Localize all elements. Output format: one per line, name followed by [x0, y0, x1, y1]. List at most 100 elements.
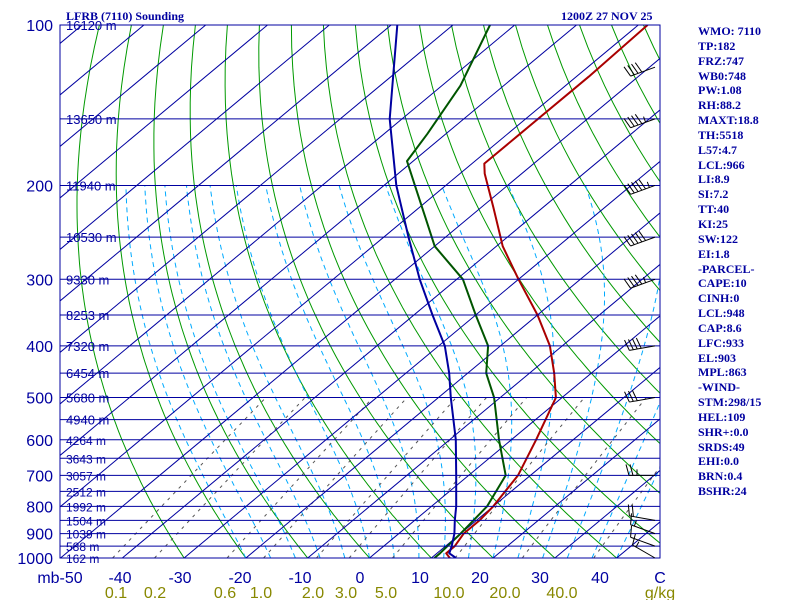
- dry-adiabat: [772, 25, 800, 558]
- moist-adiabat: [566, 274, 660, 558]
- wind-barb-shaft: [630, 118, 656, 129]
- wind-barb-flag: [631, 182, 639, 192]
- wind-barb-flag: [631, 533, 636, 546]
- mixing-ratio-label: 0.6: [214, 585, 236, 600]
- index-item: PW:1.08: [698, 83, 742, 98]
- wind-barb-flag: [631, 115, 639, 126]
- moist-adiabat: [542, 185, 605, 558]
- wind-barb: [630, 513, 656, 535]
- wind-barb-flag: [623, 118, 631, 129]
- wind-barb-flag: [623, 278, 631, 289]
- wind-barb-shaft: [630, 536, 656, 547]
- moist-adiabat: [144, 185, 272, 558]
- pressure-tick-label: 900: [26, 527, 53, 544]
- index-item: MPL:863: [698, 365, 747, 380]
- isotherm: [60, 25, 454, 354]
- mixing-ratio-label: 0.1: [105, 585, 127, 600]
- wind-barb-shaft: [629, 345, 656, 351]
- index-item: MAXT:18.8: [698, 113, 759, 128]
- temperature-tick-label: 30: [531, 570, 549, 587]
- dry-adiabat: [579, 25, 660, 183]
- isotherm: [430, 366, 660, 558]
- isotherm: [60, 25, 392, 302]
- wind-barb-flag: [634, 232, 643, 243]
- wind-barb-half-flag: [643, 276, 647, 283]
- index-item: BSHR:24: [698, 484, 747, 499]
- wind-barbs: [623, 62, 656, 559]
- isotherm: [60, 25, 207, 148]
- moist-adiabat: [385, 185, 477, 558]
- wind-barb-flag: [627, 183, 635, 194]
- isotherm: [60, 25, 516, 405]
- mixing-ratio-label: 1.0: [250, 585, 272, 600]
- mixing-ratio-label: 3.0: [335, 585, 357, 600]
- index-item: CAPE:10: [698, 276, 747, 291]
- wind-barb-half-flag: [646, 181, 650, 188]
- moist-adiabat: [235, 185, 370, 558]
- pressure-tick-label: 600: [26, 433, 53, 450]
- moist-adiabat: [125, 185, 247, 558]
- wind-barb-flag: [634, 180, 643, 191]
- mixing-ratio-line: [348, 397, 487, 558]
- wind-barb-flag: [629, 464, 634, 476]
- isotherm: [60, 25, 268, 199]
- wind-barb-flag: [634, 114, 643, 124]
- temperature-tick-label: C: [654, 570, 666, 587]
- index-item: LFC:933: [698, 335, 744, 350]
- index-item: SI:7.2: [698, 187, 729, 202]
- dry-adiabat: [153, 25, 309, 558]
- chart-title: LFRB (7110) Sounding: [66, 9, 185, 23]
- wind-barb-flag: [624, 339, 630, 351]
- wind-barb: [624, 390, 656, 403]
- wind-barb-flag: [623, 66, 631, 77]
- dewpoint-trace: [406, 25, 507, 558]
- temperature-trace: [445, 25, 649, 558]
- isotherm: [369, 315, 660, 558]
- height-label: 10530 m: [66, 230, 117, 245]
- pressure-tick-label: 1000: [17, 551, 53, 568]
- index-item: TT:40: [698, 202, 730, 217]
- wind-barb: [625, 464, 655, 476]
- moist-adiabats: [125, 185, 660, 558]
- isotherm: [60, 25, 639, 508]
- wind-barb-flag: [631, 390, 638, 401]
- height-label: 2512 m: [66, 485, 106, 499]
- height-label: 5680 m: [66, 391, 109, 406]
- mixing-ratio-labels: 0.1 0.2 0.6 1.0 2.0 3.0 5.0 10.0 20.0 40.0 g/kg: [105, 585, 675, 600]
- mixing-ratio-label: g/kg: [645, 585, 675, 600]
- wind-barb-flag: [631, 338, 638, 350]
- wind-barb-shaft: [630, 66, 656, 77]
- wind-barb: [631, 533, 656, 559]
- wind-barb-flag: [634, 62, 643, 73]
- height-label: 162 m: [66, 552, 99, 566]
- index-item: TP:182: [698, 38, 736, 53]
- height-label: 8253 m: [66, 308, 109, 323]
- wind-barb-shaft: [629, 397, 656, 403]
- isotherm: [307, 263, 660, 558]
- height-label: 1992 m: [66, 500, 106, 514]
- height-label: 4264 m: [66, 434, 106, 448]
- moist-adiabat: [616, 466, 660, 558]
- pressure-tick-label: 100: [26, 18, 53, 35]
- height-label: 16120 m: [66, 18, 117, 33]
- pressure-tick-label: 400: [26, 339, 53, 356]
- wind-barb-flag: [631, 63, 639, 74]
- mixing-ratio-label: 5.0: [375, 585, 397, 600]
- temperature-tick-label: -20: [228, 570, 251, 587]
- chart-datetime: 1200Z 27 NOV 25: [561, 9, 653, 23]
- mixing-ratio-line: [392, 397, 527, 558]
- index-item: EHI:0.0: [698, 454, 740, 469]
- wind-barb: [624, 337, 656, 351]
- isobars: [60, 24, 660, 559]
- wind-barb-flag: [625, 464, 630, 476]
- index-item: SRDS:49: [698, 439, 745, 454]
- height-label: 3643 m: [66, 452, 106, 466]
- dry-adiabat: [387, 25, 660, 495]
- mixing-ratio-label: 10.0: [433, 585, 464, 600]
- wind-barb-flag: [627, 277, 635, 288]
- index-item: LCL:966: [698, 157, 745, 172]
- index-item: WB0:748: [698, 68, 746, 83]
- mixing-ratio-label: 0.2: [144, 585, 166, 600]
- mixing-ratio-label: 20.0: [489, 585, 520, 600]
